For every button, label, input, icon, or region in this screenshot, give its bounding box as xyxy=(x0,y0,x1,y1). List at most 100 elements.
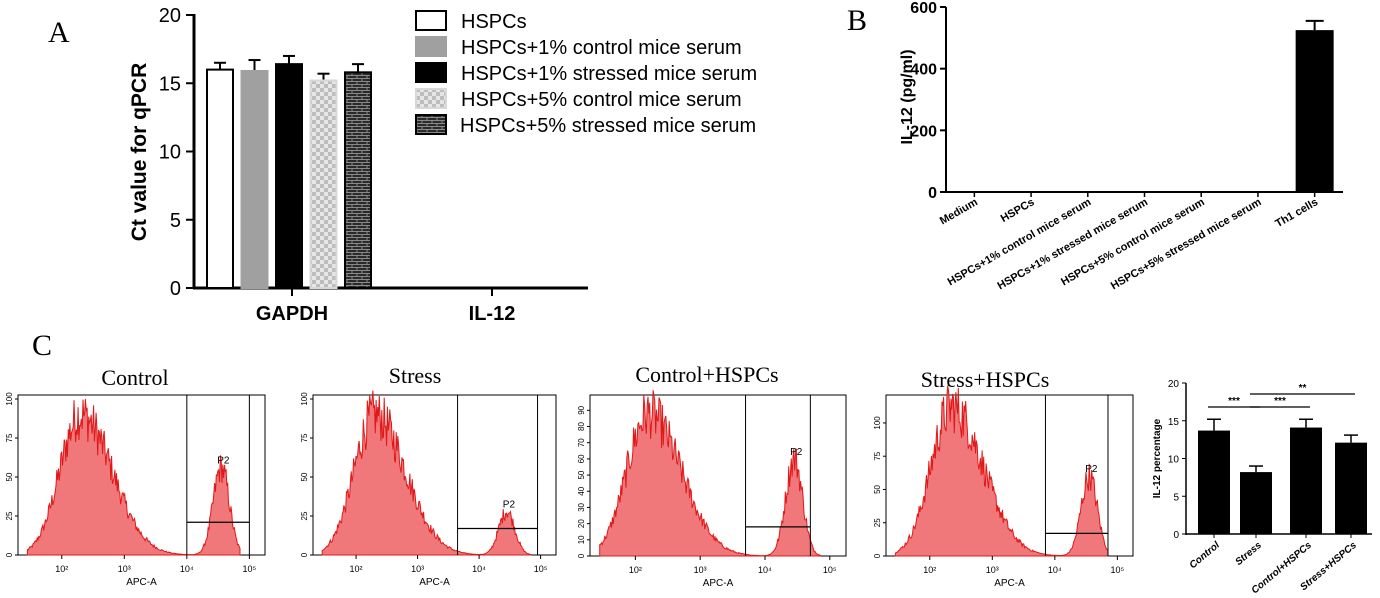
y-tick-label-c2: 15 xyxy=(1168,417,1180,428)
histogram-0: Control P2 0 25 50 75 100 10² 10³ 10⁴ 10⁵ APC-A xyxy=(5,365,266,588)
hist-x-tick-label: 10⁵ xyxy=(823,565,837,575)
bar-c2-3 xyxy=(1335,442,1367,534)
hist-x-tick-label: 10² xyxy=(923,565,936,575)
y-tick-label-a: 20 xyxy=(159,5,181,27)
y-axis-title-b: IL-12 (pg/ml) xyxy=(899,49,916,144)
hist-y-tick-label: 70 xyxy=(577,438,586,447)
y-tick-label-c2: 10 xyxy=(1168,455,1180,466)
y-tick-label-c2: 5 xyxy=(1173,492,1179,503)
bar-c2-2 xyxy=(1290,427,1322,534)
x-tick-label-a: IL-12 xyxy=(469,303,516,325)
hist-y-tick-label: 50 xyxy=(300,472,309,481)
histogram-1: Stress P2 0 25 50 75 100 10² 10³ 10⁴ 10⁵ APC-A xyxy=(300,363,557,588)
gate-label: P2 xyxy=(790,447,803,458)
hist-x-tick-label: 10⁵ xyxy=(242,564,256,574)
legend-swatch-a xyxy=(415,62,447,83)
legend-label-a: HSPCs+5% control mice serum xyxy=(461,89,742,111)
histogram-title: Control xyxy=(101,365,168,390)
hist-y-tick-label: 50 xyxy=(5,472,14,481)
gate-label: P2 xyxy=(503,499,516,510)
panel-label-c: C xyxy=(32,329,52,362)
hist-x-axis-title: APC-A xyxy=(703,578,734,589)
hist-y-tick-label: 100 xyxy=(5,392,14,406)
hist-y-tick-label: 25 xyxy=(873,518,882,527)
hist-y-tick-label: 50 xyxy=(873,484,882,493)
x-tick-label-c2: Control xyxy=(1188,540,1222,571)
hist-x-tick-label: 10² xyxy=(629,565,642,575)
hist-y-tick-label: 25 xyxy=(5,511,14,520)
y-tick-label-b: 200 xyxy=(910,123,937,140)
x-tick-label-b: Th1 cells xyxy=(1273,196,1320,230)
x-tick-label-c2: Stress xyxy=(1233,540,1264,568)
y-axis-title-c2: IL-12 percentage xyxy=(1152,418,1163,498)
y-tick-label-b: 600 xyxy=(910,0,937,17)
hist-x-axis-title: APC-A xyxy=(419,577,450,588)
y-tick-label-b: 400 xyxy=(910,62,937,79)
hist-x-tick-label: 10³ xyxy=(986,565,999,575)
hist-y-tick-label: 60 xyxy=(577,454,586,463)
bar-a-1 xyxy=(240,69,269,289)
significance-label: *** xyxy=(1274,396,1286,407)
hist-y-tick-label: 25 xyxy=(300,511,309,520)
bar-a-3 xyxy=(309,79,338,289)
histogram-3: Stress+HSPCs P2 0 25 50 75 100 10² 10³ 10⁴ 10⁵ APC-… xyxy=(873,367,1134,589)
y-tick-label-b: 0 xyxy=(928,185,937,202)
legend-swatch-a xyxy=(415,114,447,135)
gate-label: P2 xyxy=(1085,464,1098,475)
chart-panel-a: 0 5 10 15 20 Ct value for qPCR GAPDH IL-12 HSPCs… xyxy=(128,5,757,325)
hist-y-tick-label: 50 xyxy=(577,470,586,479)
y-tick-label-a: 5 xyxy=(170,210,181,232)
legend-swatch-a xyxy=(415,10,447,31)
histogram-area xyxy=(26,398,241,556)
y-axis-title-a: Ct value for qPCR xyxy=(128,63,151,242)
hist-x-tick-label: 10⁴ xyxy=(758,565,772,575)
hist-x-tick-label: 10³ xyxy=(411,564,424,574)
x-tick-label-b: HSPCs xyxy=(999,196,1037,225)
hist-x-tick-label: 10⁴ xyxy=(472,564,486,574)
hist-y-tick-label: 75 xyxy=(873,451,882,460)
hist-y-tick-label: 40 xyxy=(577,486,586,495)
chart-panel-c-histograms: Control P2 0 25 50 75 100 10² 10³ 10⁴ 10⁵ APC-A Stre… xyxy=(5,362,1134,589)
x-tick-label-b: Medium xyxy=(938,196,980,227)
bar-c2-0 xyxy=(1198,430,1230,534)
hist-y-tick-label: 30 xyxy=(577,502,586,511)
x-tick-label-a: GAPDH xyxy=(256,303,328,325)
significance-label: ** xyxy=(1299,383,1307,394)
histogram-2: Control+HSPCs P2 0 10 20 30 40 50 60 70 80 90 10² 10³… xyxy=(577,362,847,589)
hist-y-tick-label: 100 xyxy=(300,392,309,406)
legend-swatch-a xyxy=(415,88,447,109)
legend-label-a: HSPCs+1% stressed mice serum xyxy=(461,63,757,85)
legend-label-a: HSPCs+1% control mice serum xyxy=(461,37,742,59)
histogram-title: Stress+HSPCs xyxy=(921,367,1050,392)
hist-y-tick-label: 80 xyxy=(577,422,586,431)
hist-y-tick-label: 0 xyxy=(873,553,882,558)
gate-label: P2 xyxy=(217,456,230,467)
panel-label-b: B xyxy=(847,4,867,37)
hist-x-tick-label: 10² xyxy=(350,564,363,574)
significance-label: *** xyxy=(1228,396,1240,407)
y-tick-label-a: 15 xyxy=(159,73,181,95)
y-tick-label-c2: 0 xyxy=(1173,530,1179,541)
panel-label-a: A xyxy=(48,16,70,49)
y-tick-label-a: 0 xyxy=(170,278,181,300)
y-tick-label-a: 10 xyxy=(159,142,181,164)
hist-y-tick-label: 90 xyxy=(577,405,586,414)
legend-label-a: HSPCs xyxy=(461,11,527,33)
histogram-area xyxy=(894,385,1109,557)
hist-x-tick-label: 10² xyxy=(55,564,68,574)
bar-a-4 xyxy=(344,71,372,289)
hist-x-axis-title: APC-A xyxy=(994,578,1025,589)
hist-y-tick-label: 0 xyxy=(577,553,586,558)
hist-y-tick-label: 75 xyxy=(300,433,309,442)
y-tick-label-c2: 20 xyxy=(1168,379,1180,390)
legend-label-a: HSPCs+5% stressed mice serum xyxy=(460,115,756,137)
bar-a-2 xyxy=(275,63,303,289)
hist-y-tick-label: 100 xyxy=(873,416,882,430)
histogram-title: Stress xyxy=(389,363,442,388)
histogram-area xyxy=(321,390,532,556)
hist-x-tick-label: 10³ xyxy=(694,565,707,575)
hist-x-tick-label: 10⁴ xyxy=(180,564,194,574)
